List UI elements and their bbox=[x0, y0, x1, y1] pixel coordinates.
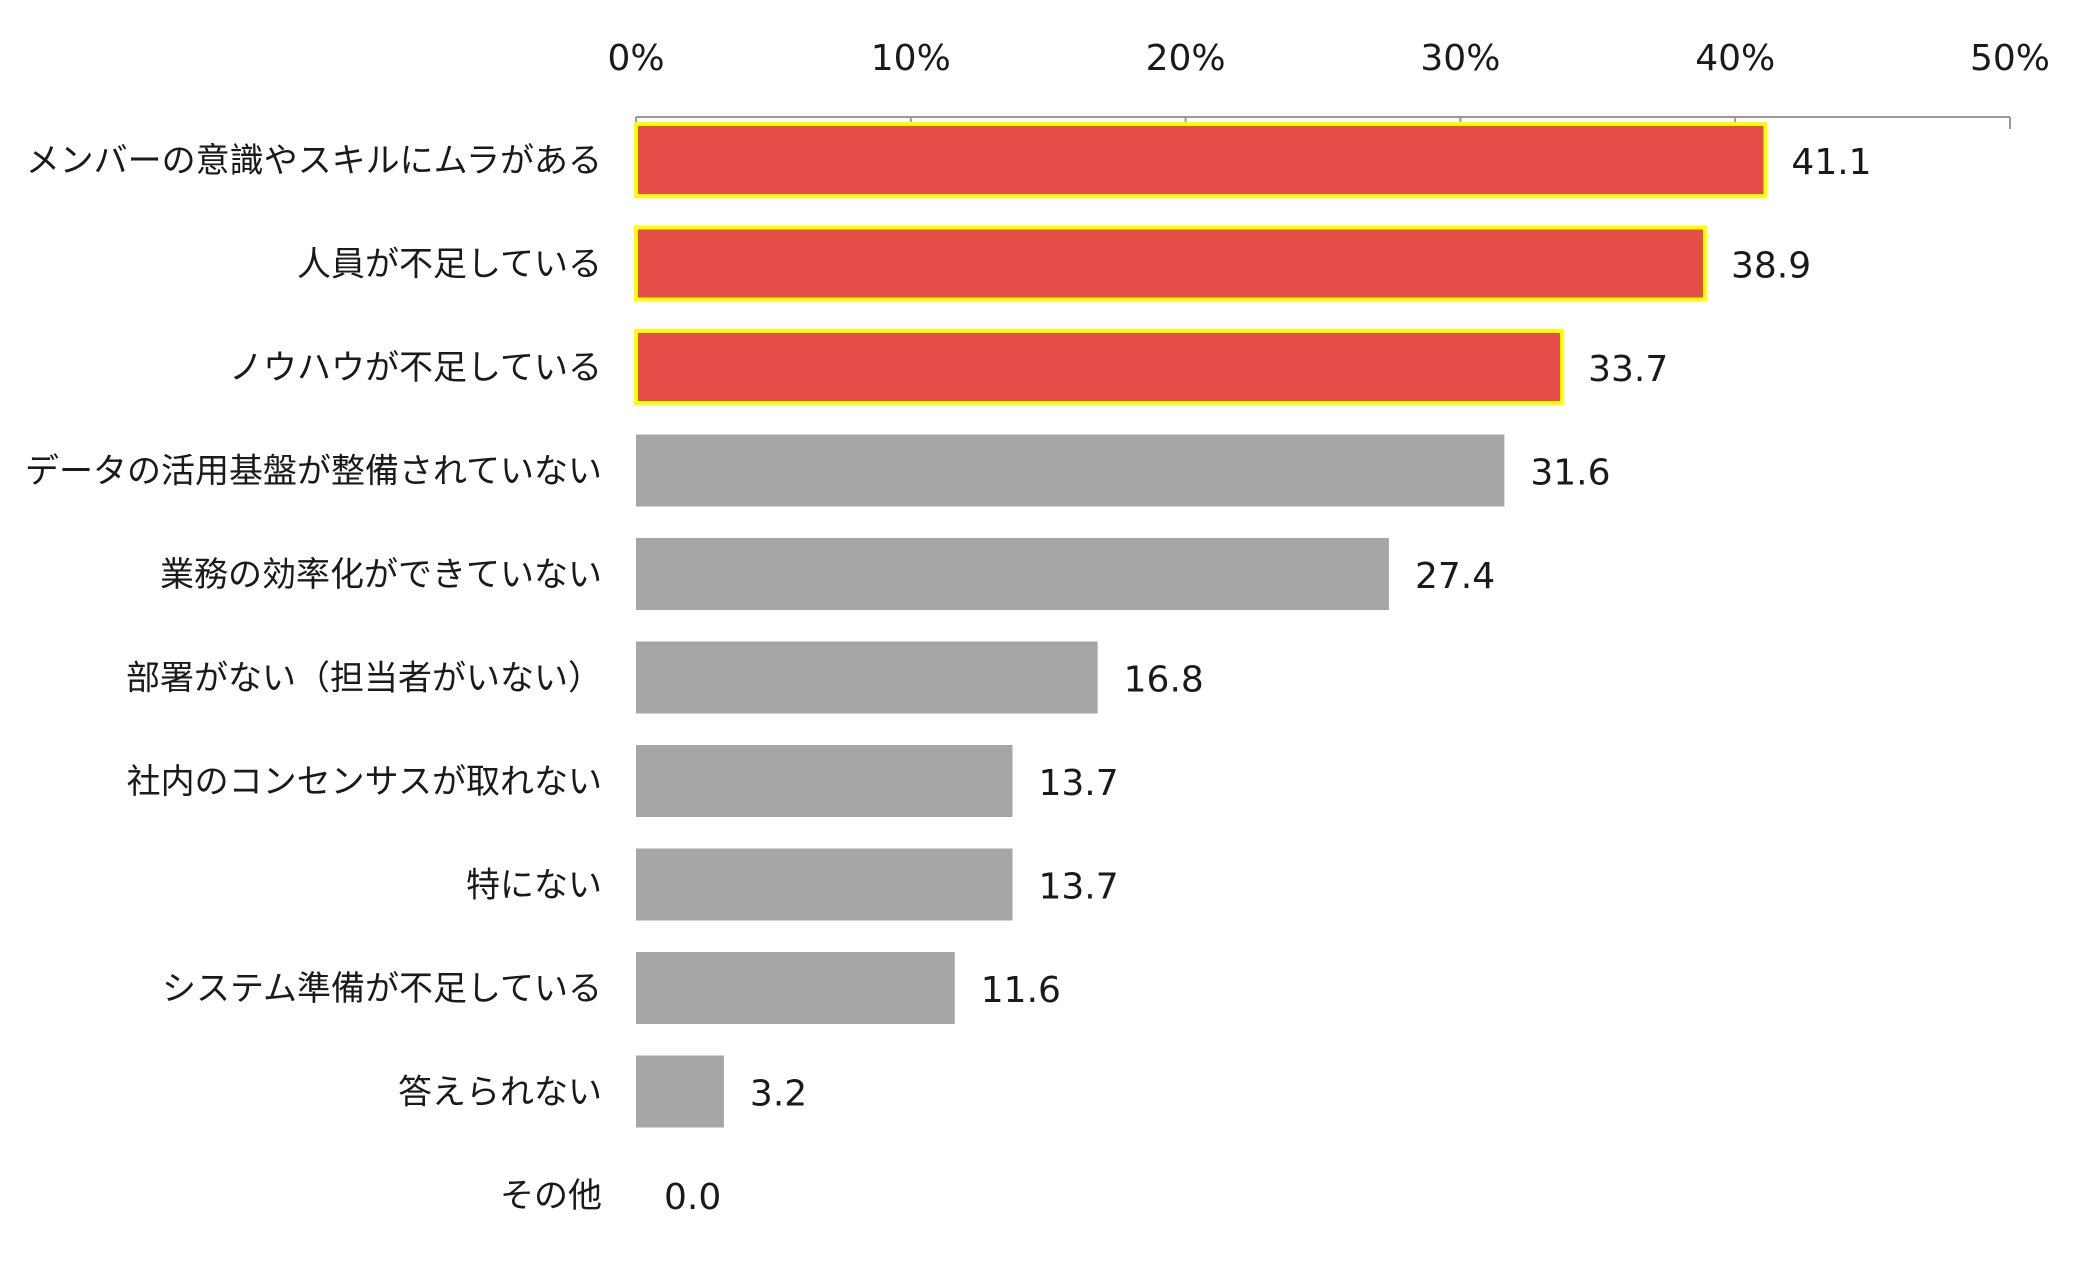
category-label: 業務の効率化ができていない bbox=[160, 555, 602, 595]
x-tick-label: 0% bbox=[607, 38, 664, 79]
x-axis: 0% 10% 20% 30% 40% 50% bbox=[607, 38, 2050, 129]
category-label: メンバーの意識やスキルにムラがある bbox=[26, 141, 602, 181]
bar bbox=[636, 848, 1013, 921]
x-tick-label: 30% bbox=[1420, 38, 1500, 79]
data-label: 27.4 bbox=[1415, 556, 1495, 597]
bar-highlighted bbox=[634, 329, 1565, 405]
bar bbox=[636, 745, 1013, 817]
data-label: 31.6 bbox=[1530, 453, 1610, 494]
x-tick-label: 10% bbox=[871, 38, 951, 79]
bar bbox=[636, 538, 1389, 610]
data-label: 13.7 bbox=[1038, 763, 1118, 804]
category-label: 社内のコンセンサスが取れない bbox=[127, 762, 602, 802]
x-tick-label: 40% bbox=[1695, 38, 1775, 79]
category-label: その他 bbox=[500, 1176, 602, 1216]
data-label: 0.0 bbox=[664, 1177, 721, 1218]
category-label: データの活用基盤が整備されていない bbox=[25, 452, 602, 492]
bar bbox=[636, 641, 1098, 714]
data-label: 13.7 bbox=[1038, 867, 1118, 908]
bar bbox=[636, 434, 1505, 507]
bar bbox=[636, 1055, 724, 1128]
category-label: 部署がない（担当者がいない） bbox=[126, 659, 602, 699]
category-label: 答えられない bbox=[398, 1073, 602, 1113]
x-tick-label: 20% bbox=[1146, 38, 1226, 79]
bar bbox=[636, 952, 955, 1024]
bar-highlighted bbox=[634, 122, 1768, 198]
data-label: 16.8 bbox=[1124, 660, 1204, 701]
bar-highlighted bbox=[634, 225, 1707, 302]
data-label: 38.9 bbox=[1731, 246, 1811, 287]
labels: メンバーの意識やスキルにムラがある 41.1 人員が不足している 38.9 ノウハウが不… bbox=[25, 141, 1872, 1218]
category-label: 人員が不足している bbox=[297, 245, 602, 285]
data-label: 3.2 bbox=[750, 1074, 807, 1115]
x-tick-label: 50% bbox=[1970, 38, 2050, 79]
category-label: 特にない bbox=[466, 866, 602, 906]
category-label: ノウハウが不足している bbox=[229, 348, 602, 388]
data-label: 41.1 bbox=[1791, 142, 1871, 183]
category-label: システム準備が不足している bbox=[162, 969, 602, 1009]
data-label: 11.6 bbox=[981, 970, 1061, 1011]
bars bbox=[634, 122, 1768, 1128]
data-label: 33.7 bbox=[1588, 349, 1668, 390]
